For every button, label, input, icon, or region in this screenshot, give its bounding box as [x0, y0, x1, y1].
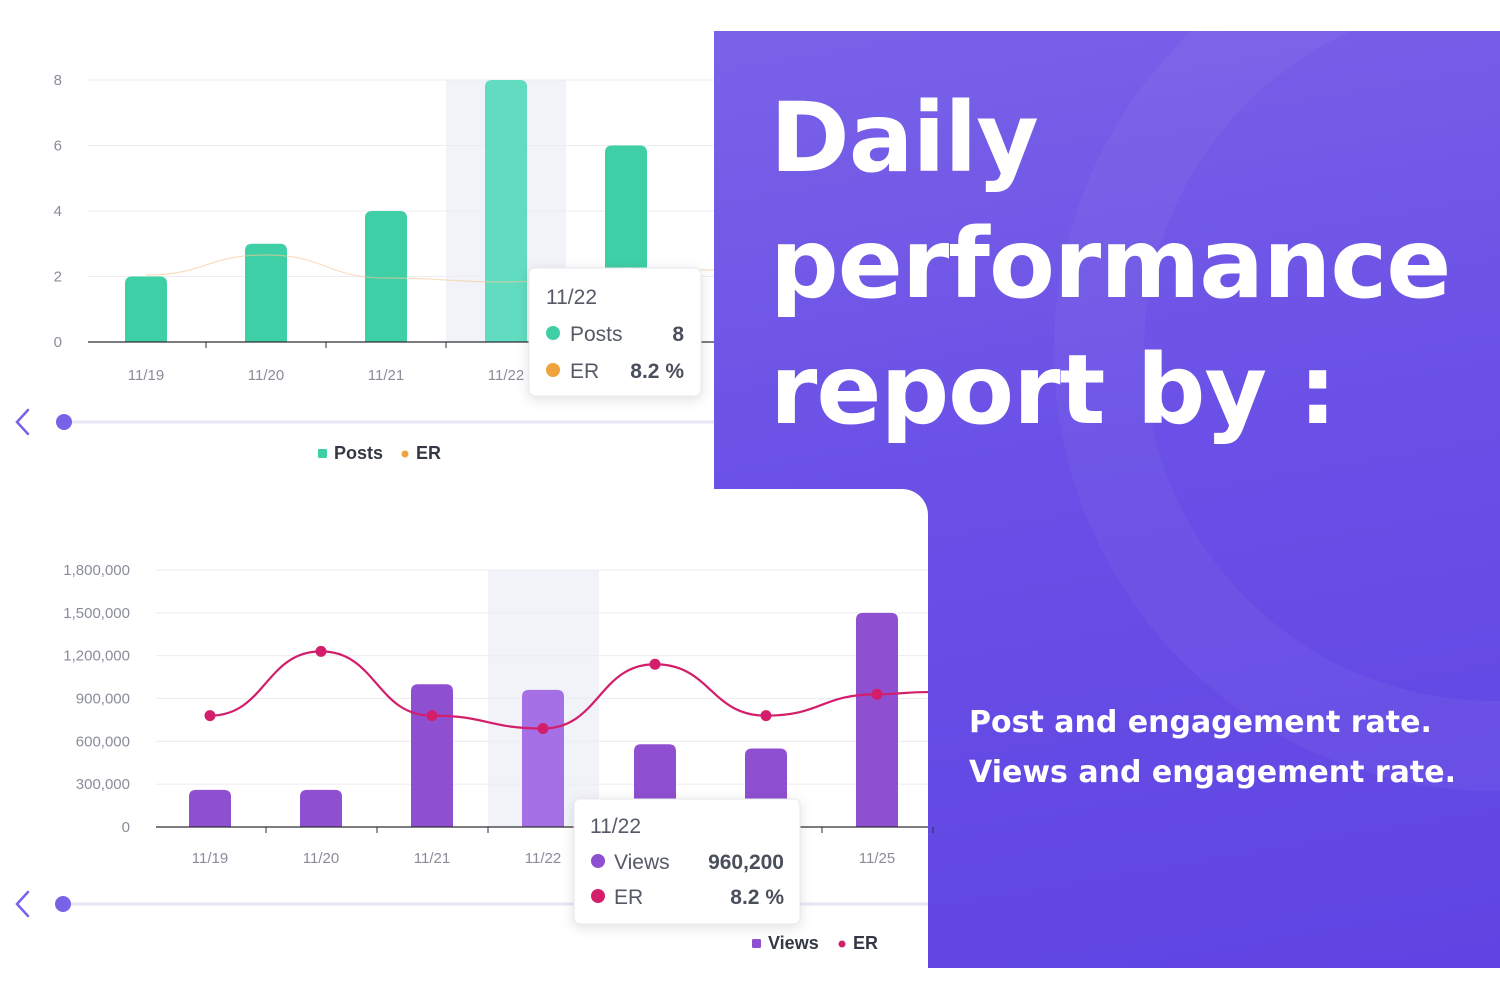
y-tick-label: 1,800,000	[63, 562, 130, 579]
legend-posts-label[interactable]: Posts	[334, 443, 383, 463]
bar-posts[interactable]	[365, 211, 407, 342]
legend-er-label[interactable]: ER	[853, 933, 878, 953]
bar-posts[interactable]	[125, 276, 167, 343]
y-tick-label: 1,500,000	[63, 605, 130, 622]
legend-posts-swatch	[318, 449, 327, 458]
bar-views[interactable]	[189, 789, 231, 827]
legend-er-label[interactable]: ER	[416, 443, 441, 463]
bar-views[interactable]	[411, 684, 453, 827]
bar-views[interactable]	[300, 789, 342, 827]
legend-views-swatch	[752, 939, 761, 948]
bar-posts[interactable]	[245, 243, 287, 342]
page-title: Daily performance report by :	[770, 82, 1451, 446]
tooltip-posts-label: Posts	[570, 323, 623, 346]
scrubber-handle[interactable]	[55, 896, 71, 912]
tooltip-box	[573, 798, 801, 925]
er-point[interactable]	[871, 688, 883, 700]
y-tick-label: 1,200,000	[63, 648, 130, 665]
views-card: 0 300,000 600,000 900,000 1,200,000 1,500,000…	[0, 489, 934, 969]
x-tick-label: 11/20	[303, 850, 339, 867]
tooltip-er-label: ER	[570, 360, 599, 383]
tooltip-er-dot	[546, 363, 560, 377]
er-point[interactable]	[537, 722, 549, 734]
er-point[interactable]	[649, 658, 661, 670]
y-tick-label: 900,000	[76, 691, 130, 708]
y-tick-label: 0	[122, 819, 130, 836]
y-tick-label: 0	[54, 334, 62, 351]
tooltip-views-dot	[591, 854, 605, 868]
legend-views-label[interactable]: Views	[768, 933, 819, 953]
chevron-left-icon[interactable]	[15, 408, 30, 436]
bar-views[interactable]	[856, 612, 898, 827]
tooltip-views-label: Views	[614, 851, 670, 874]
x-tick-label: 11/21	[368, 367, 404, 384]
er-point[interactable]	[426, 710, 438, 722]
x-tick-label: 11/19	[192, 850, 228, 867]
y-tick-label: 600,000	[76, 733, 130, 750]
y-tick-label: 300,000	[76, 776, 130, 793]
posts-chart: 0 2 4 6 8 11/19 11/20 11/21 11/22 Posts ER 11/22 Pos…	[15, 72, 715, 463]
x-tick-label: 11/19	[128, 367, 164, 384]
tooltip-er-value: 8.2 %	[630, 360, 684, 383]
er-point[interactable]	[760, 710, 772, 722]
y-tick-label: 8	[54, 72, 62, 89]
y-tick-label: 6	[54, 138, 62, 155]
subtitle-views: Views and engagement rate.	[969, 755, 1456, 790]
tooltip-posts-value: 8	[672, 323, 684, 346]
x-tick-label: 11/22	[488, 367, 524, 384]
x-tick-label: 11/25	[859, 850, 895, 867]
subtitle-posts: Post and engagement rate.	[969, 705, 1432, 740]
legend-er-swatch	[838, 940, 846, 948]
scrubber-handle[interactable]	[56, 414, 72, 430]
chevron-left-icon[interactable]	[15, 890, 30, 918]
er-point[interactable]	[315, 645, 327, 657]
bar-views[interactable]	[522, 689, 564, 827]
y-tick-label: 4	[54, 203, 62, 220]
legend-er-swatch	[401, 450, 409, 458]
tooltip-date: 11/22	[590, 815, 641, 838]
y-tick-label: 2	[54, 269, 62, 286]
x-tick-label: 11/21	[414, 850, 450, 867]
tooltip-box	[528, 267, 702, 397]
tooltip-er-dot	[591, 889, 605, 903]
views-chart: 0 300,000 600,000 900,000 1,200,000 1,500,000…	[15, 562, 934, 953]
tooltip-er-label: ER	[614, 886, 643, 909]
tooltip-views-value: 960,200	[708, 851, 784, 874]
tooltip-er-value: 8.2 %	[730, 886, 784, 909]
x-tick-label: 11/22	[525, 850, 561, 867]
er-point[interactable]	[204, 710, 216, 722]
bar-posts[interactable]	[485, 80, 527, 342]
x-tick-label: 11/20	[248, 367, 284, 384]
tooltip-date: 11/22	[546, 286, 597, 309]
tooltip-posts-dot	[546, 326, 560, 340]
